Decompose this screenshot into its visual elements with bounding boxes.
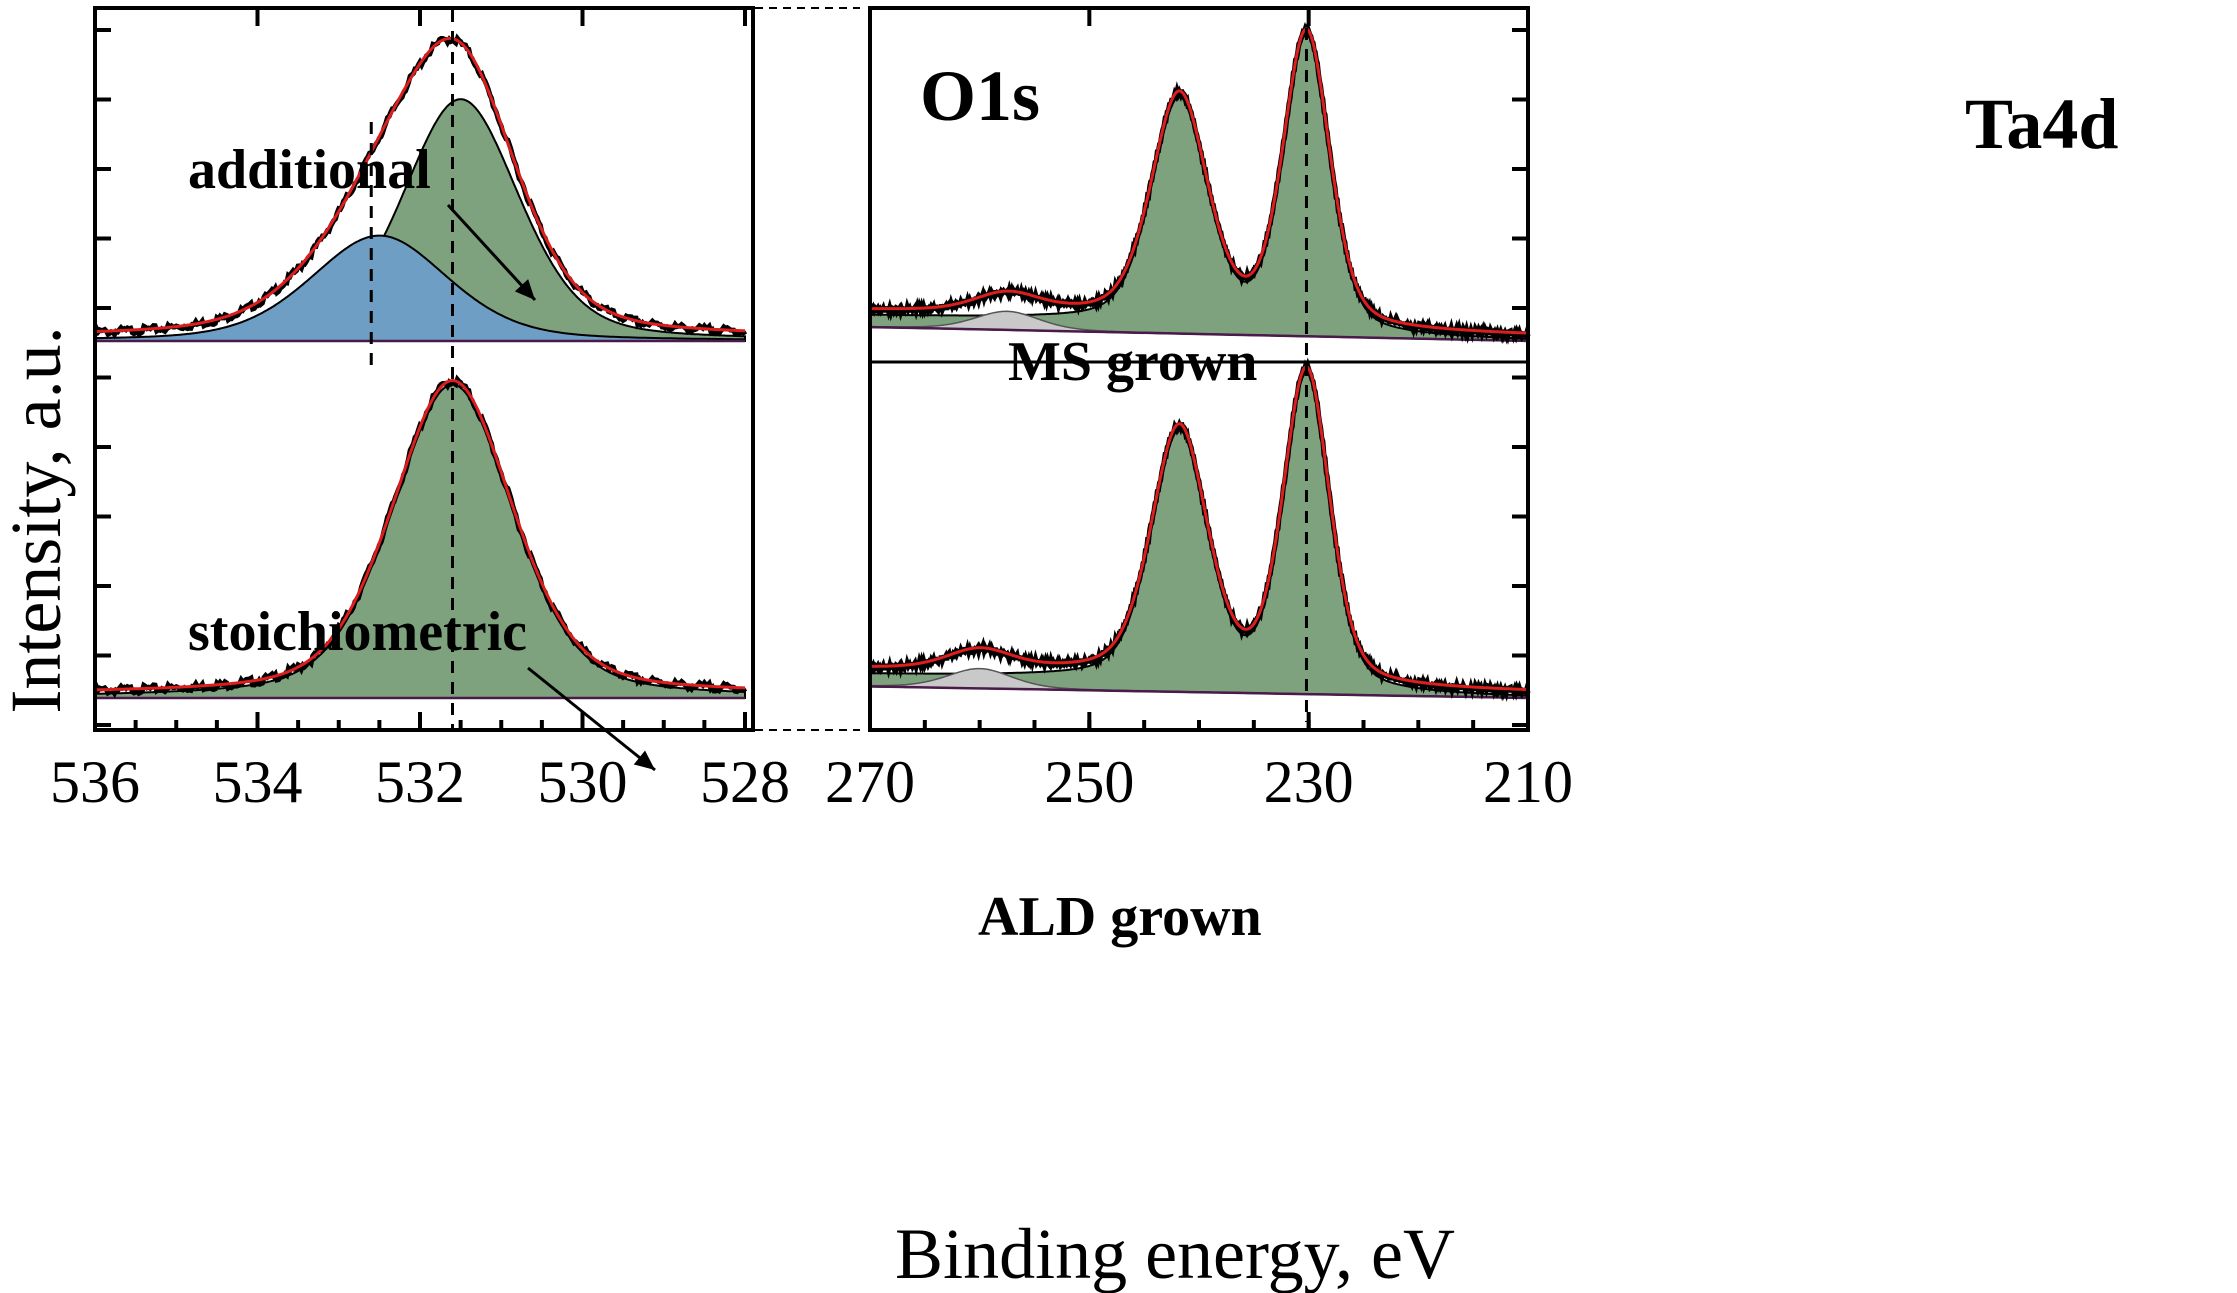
annotation-stoichiometric: stoichiometric — [188, 601, 527, 663]
annotation-arrow-stoichiometric — [527, 666, 656, 772]
ta4d-ald-fit-line — [870, 365, 1529, 692]
annotation-arrow-stoichiometric-head — [633, 750, 655, 770]
ta4d-ms-fit-line — [870, 27, 1528, 335]
annotation-additional: additional — [188, 139, 431, 201]
tick-labels: 536 534 532 530 528 270 250 230 210 — [50, 749, 1573, 815]
ta4d-x-tick-label: 230 — [1264, 749, 1354, 815]
annotation-arrow-additional — [446, 203, 537, 302]
o1s-x-tick-label: 534 — [213, 749, 303, 815]
annotation-arrow-stoichiometric-shaft — [527, 666, 656, 772]
region-label-ta4d: Ta4d — [1965, 84, 2118, 164]
ta4d-x-tick-label: 250 — [1044, 749, 1134, 815]
o1s-ms-fit-line — [94, 36, 745, 334]
ta4d-ms-background — [869, 325, 1529, 343]
o1s-x-tick-label: 528 — [700, 749, 790, 815]
o1s-ms-component-additional — [94, 234, 746, 342]
y-axis-label: Intensity, a.u. — [0, 326, 76, 713]
o1s-x-tick-label: 536 — [50, 749, 140, 815]
annotation-arrow-additional-shaft — [446, 203, 537, 302]
plot-layer — [92, 10, 1531, 772]
ta4d-x-tick-label: 210 — [1483, 749, 1573, 815]
ta4d-x-tick-label: 270 — [825, 749, 915, 815]
annotation-arrow-additional-head — [514, 279, 535, 300]
sample-label-ms: MS grown — [1008, 331, 1257, 393]
o1s-x-tick-label: 532 — [375, 749, 465, 815]
frame-layer — [93, 6, 1530, 732]
sample-label-ald: ALD grown — [978, 886, 1262, 948]
o1s-x-tick-label: 530 — [538, 749, 628, 815]
o1s-frame — [93, 6, 755, 732]
x-axis-label: Binding energy, eV — [895, 1214, 1455, 1293]
ta4d-frame — [868, 6, 1530, 732]
o1s-ald-fit-line — [94, 378, 745, 692]
ta4d-ald-background — [869, 685, 1529, 700]
region-label-o1s: O1s — [920, 56, 1040, 136]
